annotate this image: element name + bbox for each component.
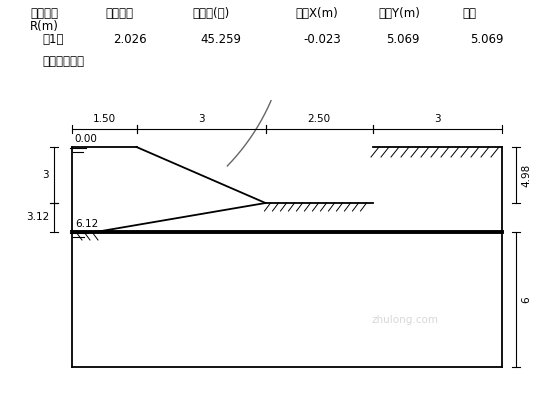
Text: 示意图如下：: 示意图如下： — [42, 55, 84, 68]
Text: zhulong.com: zhulong.com — [371, 315, 438, 325]
Text: 4.98: 4.98 — [521, 164, 531, 186]
Text: 圆心Y(m): 圆心Y(m) — [378, 7, 420, 20]
Text: 1.50: 1.50 — [93, 114, 116, 124]
Text: 2.50: 2.50 — [307, 114, 331, 124]
Text: 45.259: 45.259 — [200, 33, 241, 46]
Text: -0.023: -0.023 — [303, 33, 340, 46]
Text: 3: 3 — [434, 114, 441, 124]
Text: 计算步数: 计算步数 — [30, 7, 58, 20]
Text: 2.026: 2.026 — [113, 33, 147, 46]
Text: 滑裂角(度): 滑裂角(度) — [192, 7, 229, 20]
Text: 圆心X(m): 圆心X(m) — [295, 7, 338, 20]
Text: 0.00: 0.00 — [74, 134, 97, 144]
Text: 第1步: 第1步 — [42, 33, 63, 46]
Text: 3.12: 3.12 — [26, 213, 49, 222]
Text: 半径: 半径 — [462, 7, 476, 20]
Text: 6: 6 — [521, 296, 531, 303]
Text: 安全系数: 安全系数 — [105, 7, 133, 20]
Text: 5.069: 5.069 — [386, 33, 419, 46]
Text: R(m): R(m) — [30, 20, 59, 33]
Text: 3: 3 — [198, 114, 204, 124]
Text: 5.069: 5.069 — [470, 33, 503, 46]
Text: 6.12: 6.12 — [75, 219, 98, 229]
Text: 3: 3 — [43, 170, 49, 180]
